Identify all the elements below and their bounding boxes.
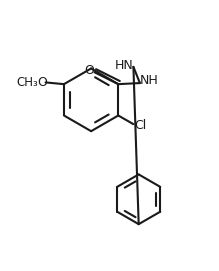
Text: O: O <box>37 76 47 89</box>
Text: HN: HN <box>114 59 133 72</box>
Text: Cl: Cl <box>134 119 147 132</box>
Text: O: O <box>84 64 94 77</box>
Text: CH₃: CH₃ <box>16 76 38 89</box>
Text: NH: NH <box>140 74 158 87</box>
